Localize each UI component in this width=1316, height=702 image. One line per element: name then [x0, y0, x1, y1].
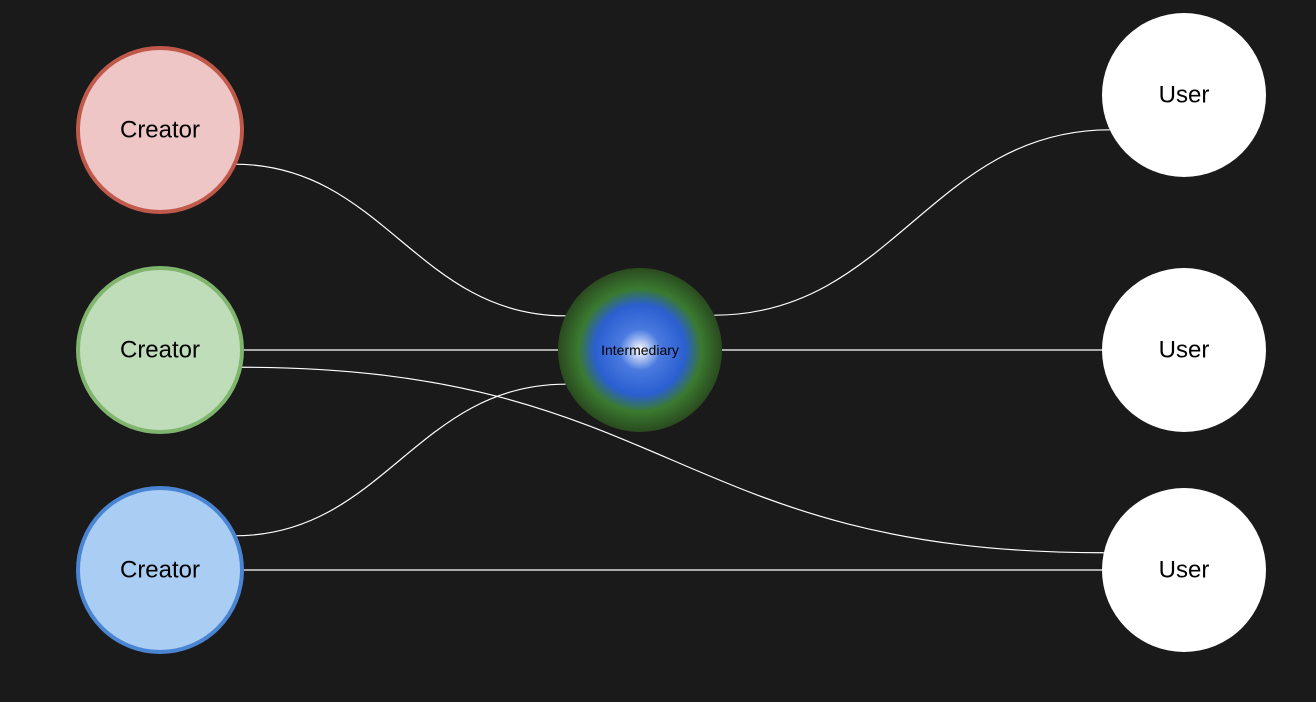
edge-creator1-intermediary: [235, 164, 566, 316]
node-label-creator2: Creator: [120, 337, 200, 364]
node-creator1: Creator: [78, 48, 242, 212]
network-diagram: Creator Creator Creator Intermediary User Use…: [0, 0, 1316, 702]
node-label-user1: User: [1159, 82, 1210, 109]
edge-creator3-intermediary: [235, 384, 566, 536]
nodes-layer: Creator Creator Creator Intermediary User Use…: [78, 13, 1266, 652]
node-user3: User: [1102, 488, 1266, 652]
node-creator3: Creator: [78, 488, 242, 652]
node-label-user2: User: [1159, 337, 1210, 364]
node-intermediary: Intermediary: [558, 268, 722, 432]
edge-intermediary-user1: [714, 130, 1110, 315]
node-label-creator1: Creator: [120, 117, 200, 144]
node-label-intermediary: Intermediary: [601, 342, 679, 358]
node-user1: User: [1102, 13, 1266, 177]
node-user2: User: [1102, 268, 1266, 432]
node-creator2: Creator: [78, 268, 242, 432]
node-label-user3: User: [1159, 557, 1210, 584]
node-label-creator3: Creator: [120, 557, 200, 584]
